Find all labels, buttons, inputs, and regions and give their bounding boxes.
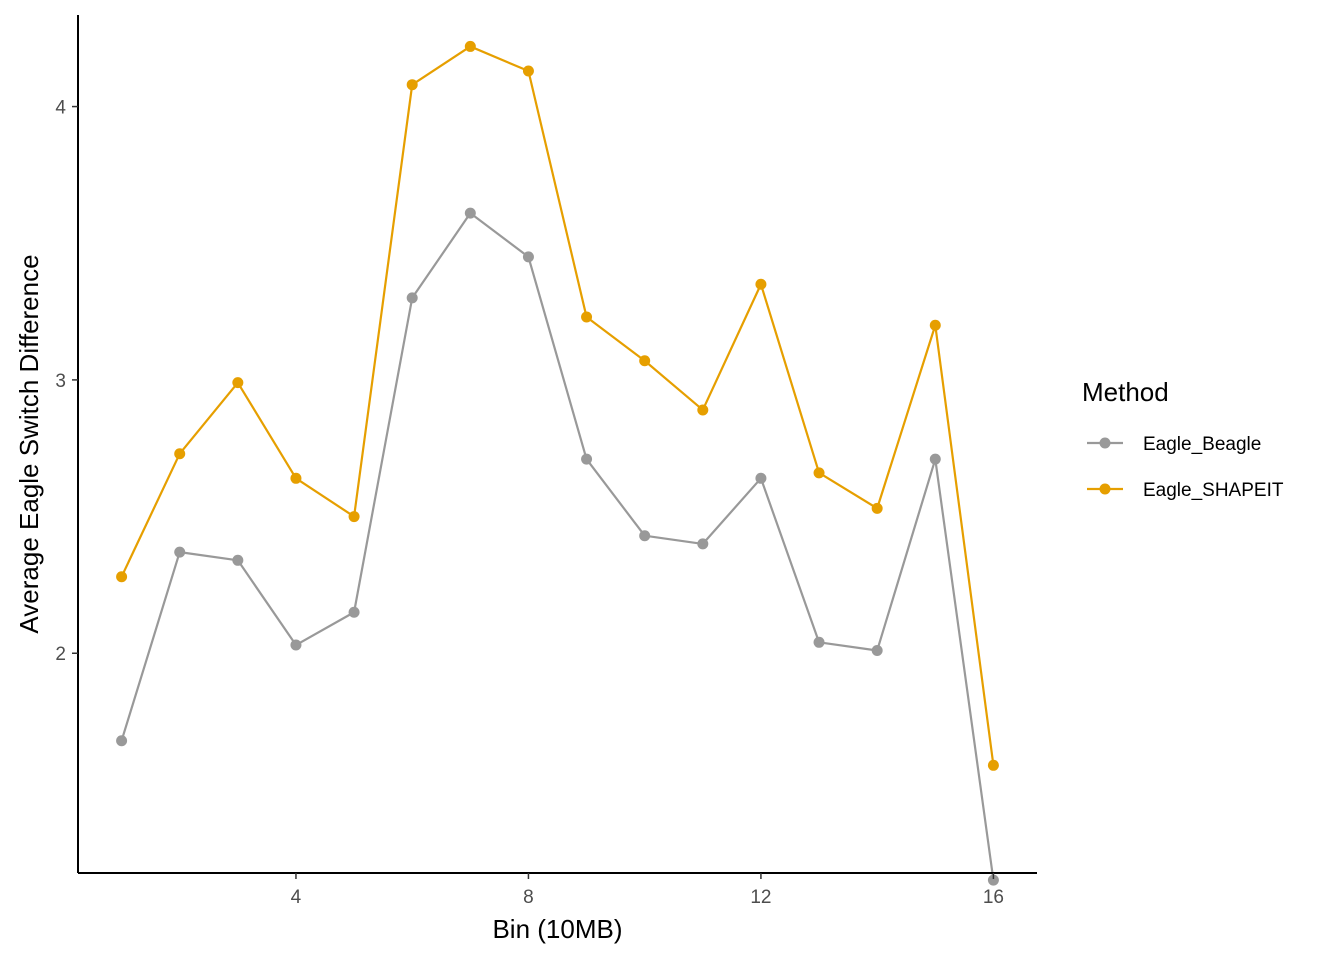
data-point	[755, 278, 767, 290]
y-tick-label: 4	[55, 98, 66, 119]
data-point	[871, 645, 883, 657]
data-point	[464, 207, 476, 219]
data-point	[174, 546, 186, 558]
y-tick-label: 3	[55, 371, 66, 392]
data-point	[522, 251, 534, 263]
data-point	[464, 40, 476, 52]
data-point	[406, 292, 418, 304]
y-axis-ticks: 2 3 4	[55, 98, 78, 665]
data-point	[522, 65, 534, 77]
data-point	[290, 639, 302, 651]
data-point	[929, 453, 941, 465]
data-point	[406, 79, 418, 91]
data-point	[987, 874, 999, 886]
data-point	[348, 606, 360, 618]
data-point	[871, 502, 883, 514]
x-tick-label: 12	[750, 887, 771, 908]
data-point	[581, 453, 593, 465]
data-point	[116, 571, 128, 583]
data-point	[813, 636, 825, 648]
legend-key-point	[1099, 437, 1111, 449]
x-axis-ticks: 4 8 12 16	[291, 873, 1004, 908]
data-point	[348, 511, 360, 523]
y-axis-title: Average Eagle Switch Difference	[14, 254, 44, 633]
data-point	[755, 472, 767, 484]
legend-label: Eagle_Beagle	[1143, 434, 1261, 455]
data-point	[813, 467, 825, 479]
axes	[77, 15, 1037, 874]
x-axis-title: Bin (10MB)	[492, 914, 622, 944]
data-point	[987, 759, 999, 771]
data-point	[639, 355, 651, 367]
legend-item: Eagle_SHAPEIT	[1087, 480, 1284, 501]
x-tick-label: 8	[523, 887, 534, 908]
data-point	[697, 538, 709, 550]
x-tick-label: 16	[983, 887, 1004, 908]
series-Eagle_Beagle	[116, 207, 999, 886]
legend-title: Method	[1082, 377, 1169, 407]
legend-key-point	[1099, 483, 1111, 495]
y-tick-label: 2	[55, 644, 66, 665]
data-point	[581, 311, 593, 323]
data-point	[232, 377, 244, 389]
legend: Method Eagle_Beagle Eagle_SHAPEIT	[1082, 377, 1284, 501]
legend-item: Eagle_Beagle	[1087, 434, 1261, 455]
series-line	[120, 45, 995, 766]
data-point	[697, 404, 709, 416]
data-point	[929, 319, 941, 331]
series-Eagle_SHAPEIT	[116, 40, 999, 771]
data-point	[174, 448, 186, 460]
data-point	[290, 472, 302, 484]
legend-items: Eagle_Beagle Eagle_SHAPEIT	[1087, 434, 1284, 501]
data-point	[116, 735, 128, 747]
series-layer	[116, 40, 999, 886]
x-tick-label: 4	[291, 887, 302, 908]
legend-label: Eagle_SHAPEIT	[1143, 480, 1284, 501]
data-point	[232, 554, 244, 566]
data-point	[639, 530, 651, 542]
series-line	[120, 212, 995, 881]
